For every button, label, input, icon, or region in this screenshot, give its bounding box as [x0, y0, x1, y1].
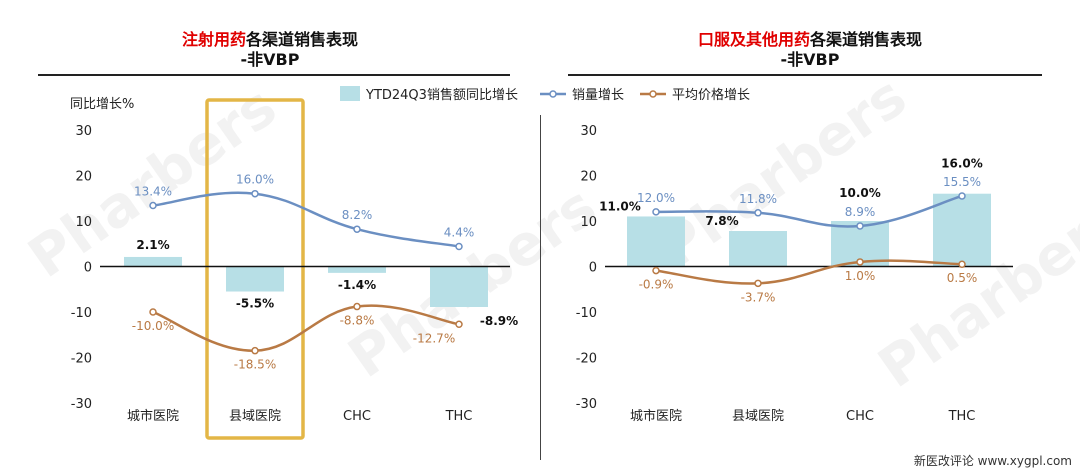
right-bar-label: 7.8%	[705, 214, 738, 228]
left-bar	[430, 266, 488, 307]
right-volume-label: 11.8%	[739, 192, 777, 206]
right-ytick-label: 30	[580, 124, 597, 139]
left-bar-label: -8.9%	[480, 314, 518, 328]
left-price-point	[455, 320, 463, 329]
left-volume-label: 4.4%	[444, 225, 475, 239]
left-category-label: THC	[445, 409, 473, 424]
left-volume-point	[149, 201, 157, 210]
left-category-label: 县域医院	[229, 409, 281, 424]
right-volume-point	[652, 208, 660, 216]
left-ytick-label: -30	[71, 397, 92, 412]
right-title-highlight: 口服及其他用药	[697, 30, 810, 49]
right-ytick-label: -20	[576, 352, 597, 367]
right-category-label: 城市医院	[630, 408, 682, 424]
right-category-label: THC	[948, 409, 976, 424]
left-bar	[328, 266, 386, 273]
right-volume-label: 15.5%	[943, 175, 981, 189]
left-category-label: 城市医院	[127, 408, 179, 424]
right-price-line	[655, 259, 963, 285]
left-ytick-label: -10	[71, 306, 92, 321]
left-bar-label: -5.5%	[236, 297, 274, 311]
right-volume-point	[754, 209, 762, 217]
left-volume-point	[353, 225, 361, 233]
right-volume-line	[655, 194, 963, 228]
right-category-label: 县域医院	[732, 409, 784, 424]
left-ylabel: 同比增长%	[70, 97, 134, 112]
right-volume-point	[856, 222, 864, 230]
legend-bar-swatch	[340, 86, 360, 101]
right-price-label: 0.5%	[947, 271, 978, 285]
left-ytick-label: 30	[75, 124, 92, 139]
legend-volume-marker	[549, 90, 557, 98]
left-title-rule	[38, 74, 510, 76]
left-chart-title: 注射用药各渠道销售表现 -非VBP	[90, 30, 450, 70]
left-ytick-label: 0	[84, 261, 92, 276]
left-volume-label: 13.4%	[134, 185, 172, 199]
left-bar	[124, 256, 182, 267]
right-ytick-label: 10	[580, 215, 597, 230]
right-price-label: 1.0%	[845, 269, 876, 283]
left-ytick-label: 20	[75, 170, 92, 185]
left-bar	[226, 266, 284, 292]
left-highlight-box	[205, 98, 305, 440]
left-bar-label: -1.4%	[338, 278, 376, 292]
left-price-point	[251, 346, 259, 355]
footer-source: 新医改评论 www.xygpl.com	[913, 454, 1072, 468]
legend-price-label: 平均价格增长	[672, 87, 750, 103]
left-price-label: -12.7%	[413, 331, 455, 345]
left-price-line	[152, 304, 460, 352]
right-bar-label: 11.0%	[599, 199, 641, 213]
right-ytick-label: 20	[580, 170, 597, 185]
right-ytick-label: -10	[576, 306, 597, 321]
right-chart-title: 口服及其他用药各渠道销售表现 -非VBP	[620, 30, 1000, 70]
left-ytick-label: 10	[75, 215, 92, 230]
left-bar-label: 2.1%	[136, 238, 169, 252]
right-title-rule	[568, 74, 1042, 76]
panel-divider	[540, 115, 541, 460]
right-volume-label: 8.9%	[845, 205, 876, 219]
right-price-point	[652, 266, 660, 275]
right-bar	[933, 193, 991, 267]
legend-volume-label: 销量增长	[572, 88, 624, 103]
left-price-point	[353, 302, 361, 311]
left-volume-point	[251, 189, 259, 198]
left-price-point	[149, 308, 157, 316]
right-ytick-label: 0	[589, 261, 597, 276]
left-title-rest: 各渠道销售表现	[246, 30, 359, 49]
left-subtitle: -非VBP	[240, 50, 300, 69]
left-price-label: -18.5%	[234, 358, 276, 372]
right-price-label: -0.9%	[639, 278, 674, 292]
left-volume-label: 8.2%	[342, 208, 373, 222]
legend-price-marker	[649, 90, 657, 98]
left-price-label: -10.0%	[132, 319, 174, 333]
right-volume-label: 12.0%	[637, 191, 675, 205]
right-price-point	[754, 279, 762, 288]
right-title-rest: 各渠道销售表现	[810, 30, 923, 49]
right-price-point	[856, 258, 864, 266]
right-subtitle: -非VBP	[780, 50, 840, 69]
left-title-highlight: 注射用药	[181, 30, 246, 49]
right-bar-label: 10.0%	[839, 186, 881, 200]
right-bar	[627, 216, 685, 267]
right-ytick-label: -30	[576, 397, 597, 412]
right-price-point	[958, 260, 966, 268]
right-volume-point	[958, 192, 966, 200]
left-volume-point	[455, 242, 463, 251]
left-price-label: -8.8%	[340, 314, 375, 328]
left-category-label: CHC	[343, 409, 371, 424]
right-bar-label: 16.0%	[941, 157, 983, 171]
right-price-label: -3.7%	[741, 290, 776, 304]
left-ytick-label: -20	[71, 352, 92, 367]
left-volume-label: 16.0%	[236, 173, 274, 187]
left-volume-line	[152, 191, 460, 248]
right-bar	[729, 231, 787, 267]
right-category-label: CHC	[846, 409, 874, 424]
legend-bar-label: YTD24Q3销售额同比增长	[365, 87, 518, 103]
